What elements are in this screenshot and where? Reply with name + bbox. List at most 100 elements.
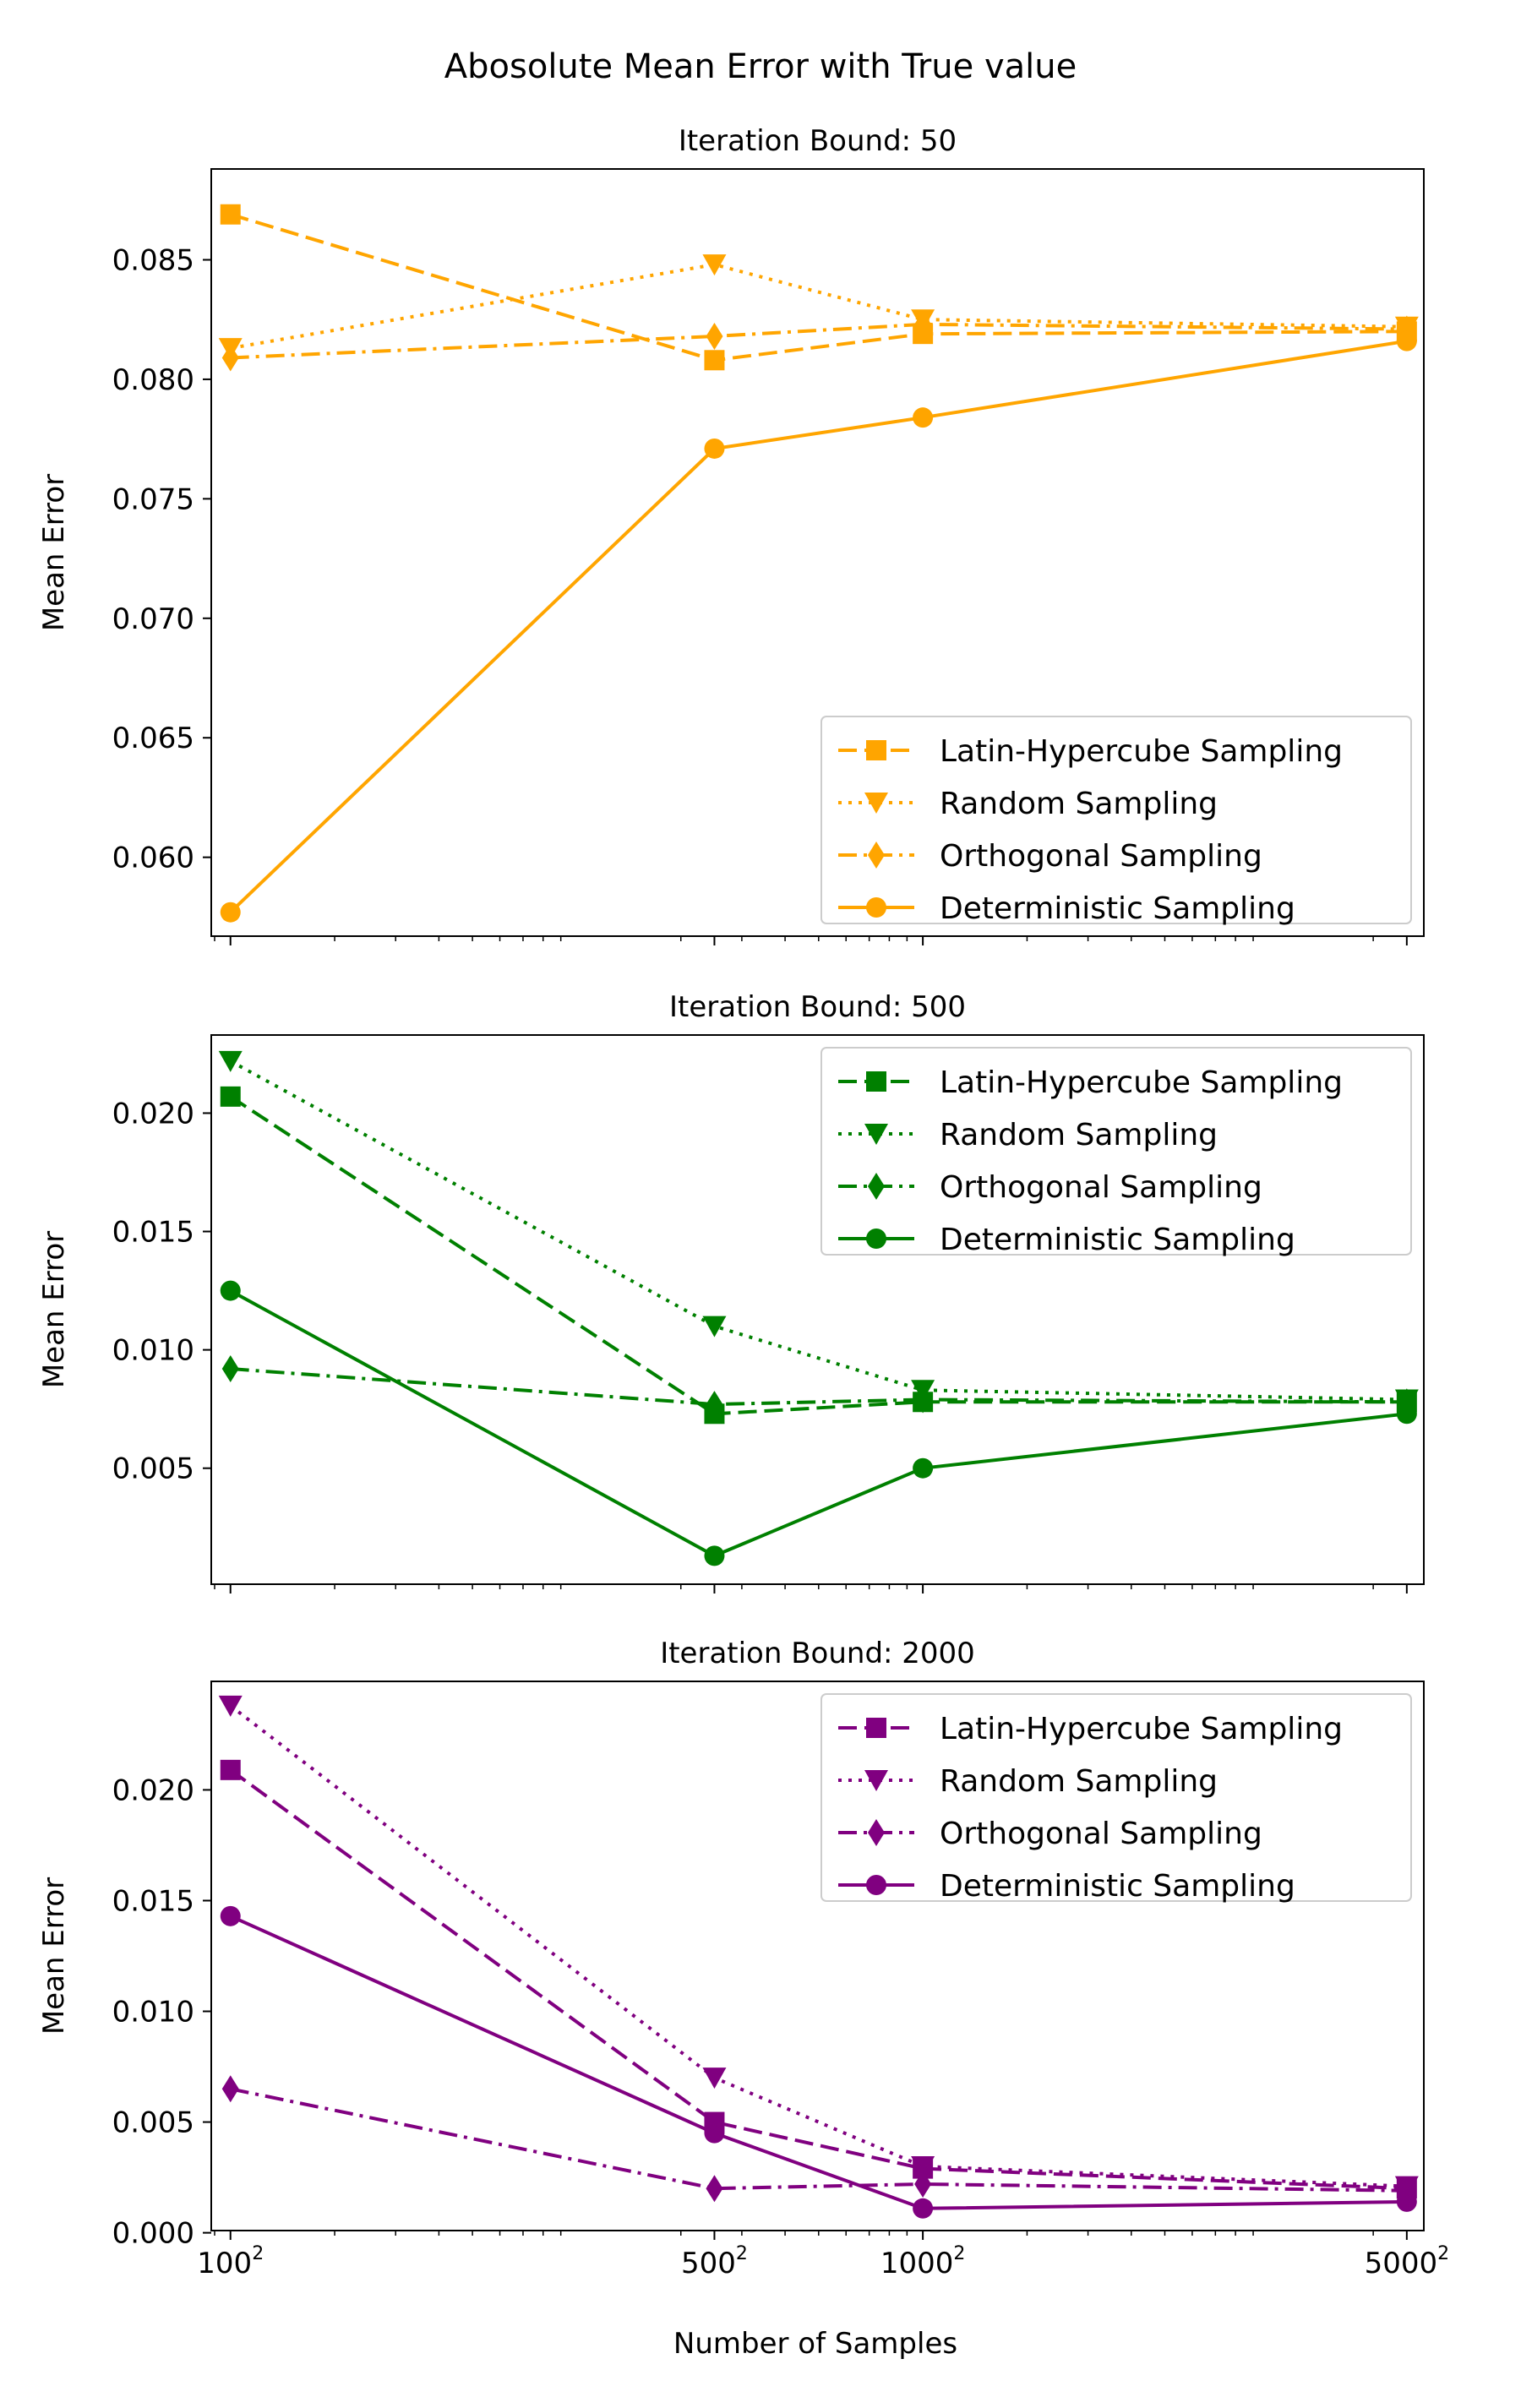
legend-swatch-marker (868, 842, 885, 869)
series-line-3 (230, 322, 1407, 360)
data-point-4 (704, 1545, 725, 1566)
data-point-4 (913, 407, 934, 428)
series-line-4 (229, 1288, 1408, 1558)
panel-2: Iteration Bound: 500 Mean Error 0.005 0.010… (37, 990, 1425, 1594)
data-point-3 (706, 323, 723, 351)
series-group (218, 1695, 1419, 2219)
legend-label: Latin-Hypercube Sampling (940, 1712, 1343, 1746)
data-point-3 (221, 2075, 239, 2103)
data-point-3 (914, 310, 932, 338)
legend-label: Deterministic Sampling (940, 1223, 1295, 1257)
series-line-1 (229, 1768, 1407, 2191)
data-point-1 (220, 1759, 241, 1780)
legend-box (820, 716, 1412, 924)
data-point-4 (220, 902, 241, 923)
series-line-2 (229, 1060, 1407, 1402)
legend-swatch-marker (864, 1770, 888, 1791)
data-point-4 (704, 2122, 725, 2144)
legend-swatch-marker (866, 1229, 886, 1249)
y-tick-label: 0.005 (112, 1452, 194, 1486)
x-tick-label: 1002 (197, 2243, 264, 2280)
y-tick-label: 0.060 (112, 842, 194, 875)
plot-frame (210, 1681, 1425, 2231)
legend: Latin-Hypercube Sampling Random Sampling O… (820, 1693, 1412, 1904)
plot-frame (210, 168, 1425, 937)
legend-swatch-marker (864, 793, 888, 814)
y-tick-label: 0.015 (112, 1216, 194, 1250)
data-point-3 (706, 1391, 723, 1419)
plot-frame (210, 1034, 1425, 1585)
legend-label: Orthogonal Sampling (940, 839, 1262, 874)
series-line-4 (229, 339, 1408, 914)
legend-label: Deterministic Sampling (940, 1869, 1295, 1904)
y-tick-label: 0.020 (112, 1097, 194, 1130)
legend: Latin-Hypercube Sampling Random Sampling O… (820, 716, 1412, 926)
y-tick-label: 0.080 (112, 363, 194, 397)
panel-title: Iteration Bound: 50 (679, 124, 957, 158)
series-line-2 (230, 263, 1407, 351)
data-point-3 (914, 2170, 932, 2198)
data-point-4 (1396, 1403, 1417, 1425)
y-tick-label: 0.020 (112, 1773, 194, 1807)
legend: Latin-Hypercube Sampling Random Sampling O… (820, 1047, 1412, 1257)
legend-label: Orthogonal Sampling (940, 1817, 1262, 1851)
series-line-2 (229, 1704, 1407, 2188)
legend-swatch-marker (866, 897, 886, 918)
legend-label: Latin-Hypercube Sampling (940, 734, 1343, 769)
y-axis-label: Mean Error (37, 1877, 71, 2035)
series-group (218, 1050, 1419, 1566)
legend-swatch-marker (866, 1718, 886, 1738)
data-point-1 (704, 350, 725, 371)
data-point-3 (221, 1355, 239, 1383)
data-point-3 (221, 344, 239, 372)
data-point-4 (1396, 330, 1417, 351)
y-tick-label: 0.065 (112, 722, 194, 755)
legend-label: Random Sampling (940, 1764, 1218, 1799)
legend-swatch-marker (866, 1071, 886, 1092)
panel-title: Iteration Bound: 2000 (660, 1637, 975, 1670)
legend-swatch-marker (864, 1124, 888, 1145)
data-point-2 (218, 1050, 243, 1072)
data-point-4 (913, 1457, 934, 1479)
data-point-4 (220, 1280, 241, 1301)
legend-box (820, 1693, 1412, 1902)
legend-swatch-marker (866, 1875, 886, 1895)
legend-label: Latin-Hypercube Sampling (940, 1065, 1343, 1100)
y-tick-label: 0.075 (112, 482, 194, 516)
y-tick-label: 0.000 (112, 2217, 194, 2251)
y-tick-label: 0.015 (112, 1884, 194, 1918)
data-point-2 (702, 254, 727, 276)
legend-swatch-marker (866, 740, 886, 760)
data-point-1 (220, 204, 241, 225)
x-axis-label: Number of Samples (673, 2327, 957, 2361)
y-tick-label: 0.010 (112, 1996, 194, 2029)
y-axis-label: Mean Error (37, 1231, 71, 1388)
data-point-4 (913, 2198, 934, 2219)
data-point-2 (911, 2155, 935, 2177)
legend-label: Orthogonal Sampling (940, 1170, 1262, 1205)
y-tick-label: 0.085 (112, 243, 194, 277)
legend-label: Random Sampling (940, 1118, 1218, 1152)
legend-swatch-marker (868, 1819, 885, 1846)
series-group (218, 204, 1419, 923)
x-tick-label: 50002 (1365, 2243, 1450, 2280)
panel-3: Iteration Bound: 2000 Mean Error 0.000 0.00… (37, 1637, 1449, 2280)
data-point-3 (914, 1386, 932, 1414)
x-tick-label: 5002 (681, 2243, 748, 2280)
data-point-4 (1396, 2191, 1417, 2212)
series-line-3 (230, 1367, 1407, 1407)
panel-1: Iteration Bound: 50 Mean Error 0.060 0.065 0… (37, 124, 1425, 945)
data-point-4 (704, 438, 725, 459)
y-tick-label: 0.070 (112, 602, 194, 636)
y-tick-label: 0.005 (112, 2106, 194, 2140)
y-axis-label: Mean Error (37, 474, 71, 631)
data-point-2 (218, 1695, 243, 1717)
series-line-4 (229, 1914, 1407, 2210)
figure-suptitle: Abosolute Mean Error with True value (444, 47, 1077, 86)
data-point-2 (702, 1316, 727, 1337)
data-point-1 (220, 1086, 241, 1107)
legend-label: Random Sampling (940, 787, 1218, 821)
legend-swatch-marker (868, 1173, 885, 1200)
panel-title: Iteration Bound: 500 (669, 990, 966, 1024)
